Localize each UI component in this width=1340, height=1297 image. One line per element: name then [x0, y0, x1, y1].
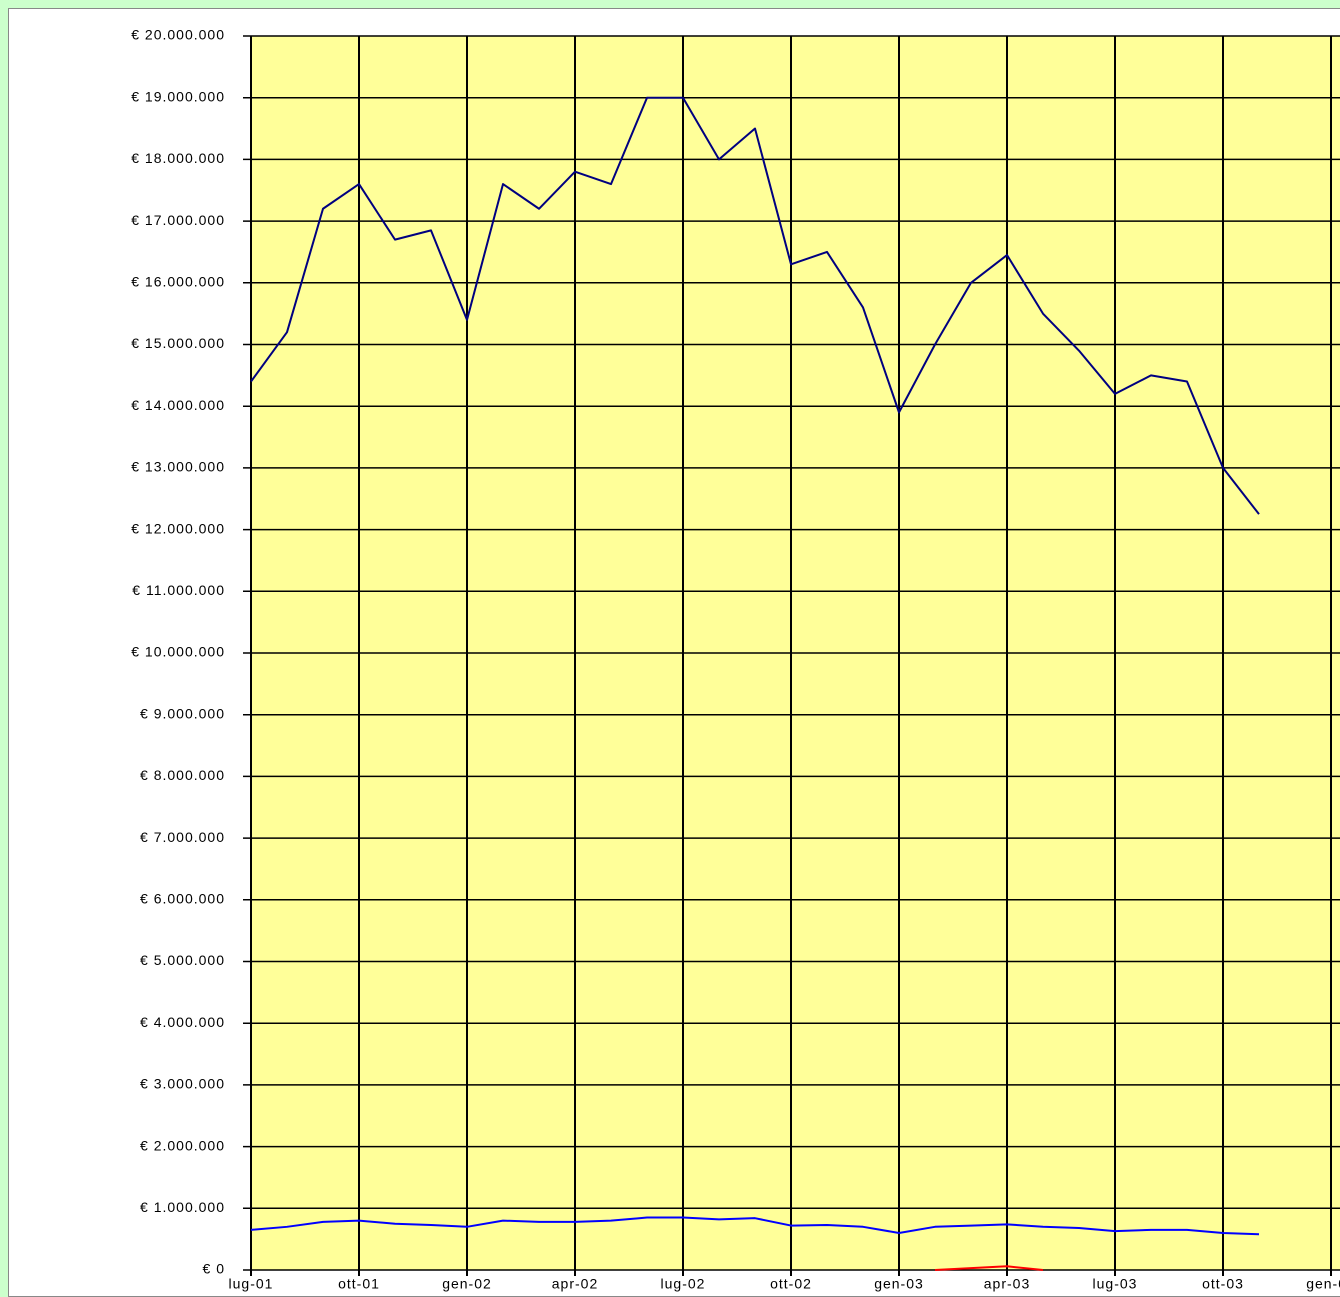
chart-frame: € 0 € 1.000.000 € 2.000.000 € 3.000.000 € 4.…: [8, 8, 1340, 1297]
x-tick-label: apr-03: [984, 1276, 1030, 1292]
x-tick-label: ott-03: [1202, 1276, 1244, 1292]
y-tick-label: € 19.000.000: [131, 88, 225, 104]
y-tick-label: € 15.000.000: [131, 335, 225, 351]
y-tick-label: € 8.000.000: [140, 767, 225, 783]
data-line: [250, 96, 1260, 515]
x-tick-label: gen-04: [1306, 1276, 1340, 1292]
y-tick-label: € 12.000.000: [131, 520, 225, 536]
data-line: [934, 1265, 1044, 1271]
x-tick-label: ott-01: [338, 1276, 380, 1292]
y-tick-label: € 7.000.000: [140, 829, 225, 845]
x-tick-label: lug-03: [1093, 1276, 1138, 1292]
x-tick-label: lug-01: [229, 1276, 274, 1292]
y-tick-label: € 14.000.000: [131, 397, 225, 413]
y-tick-label: € 5.000.000: [140, 952, 225, 968]
y-tick-label: € 13.000.000: [131, 459, 225, 475]
y-tick-label: € 4.000.000: [140, 1014, 225, 1030]
y-tick-label: € 0: [203, 1261, 225, 1277]
y-tick-label: € 18.000.000: [131, 150, 225, 166]
chart: € 0 € 1.000.000 € 2.000.000 € 3.000.000 € 4.…: [131, 27, 1340, 1292]
y-tick-label: € 6.000.000: [140, 891, 225, 907]
x-tick-label: ott-02: [770, 1276, 812, 1292]
y-tick-label: € 11.000.000: [132, 582, 225, 598]
x-tick-label: gen-03: [874, 1276, 924, 1292]
y-tick-label: € 9.000.000: [140, 705, 225, 721]
y-tick-label: € 1.000.000: [140, 1199, 225, 1215]
x-tick-label: lug-02: [661, 1276, 706, 1292]
data-line: [250, 1216, 1260, 1236]
x-tick-label: gen-02: [442, 1276, 492, 1292]
y-tick-label: € 2.000.000: [140, 1137, 225, 1153]
x-tick-label: apr-02: [552, 1276, 598, 1292]
y-tick-label: € 17.000.000: [131, 212, 225, 228]
y-tick-label: € 16.000.000: [131, 274, 225, 290]
y-tick-label: € 10.000.000: [131, 644, 225, 660]
y-tick-label: € 20.000.000: [131, 27, 225, 43]
y-tick-label: € 3.000.000: [140, 1076, 225, 1092]
